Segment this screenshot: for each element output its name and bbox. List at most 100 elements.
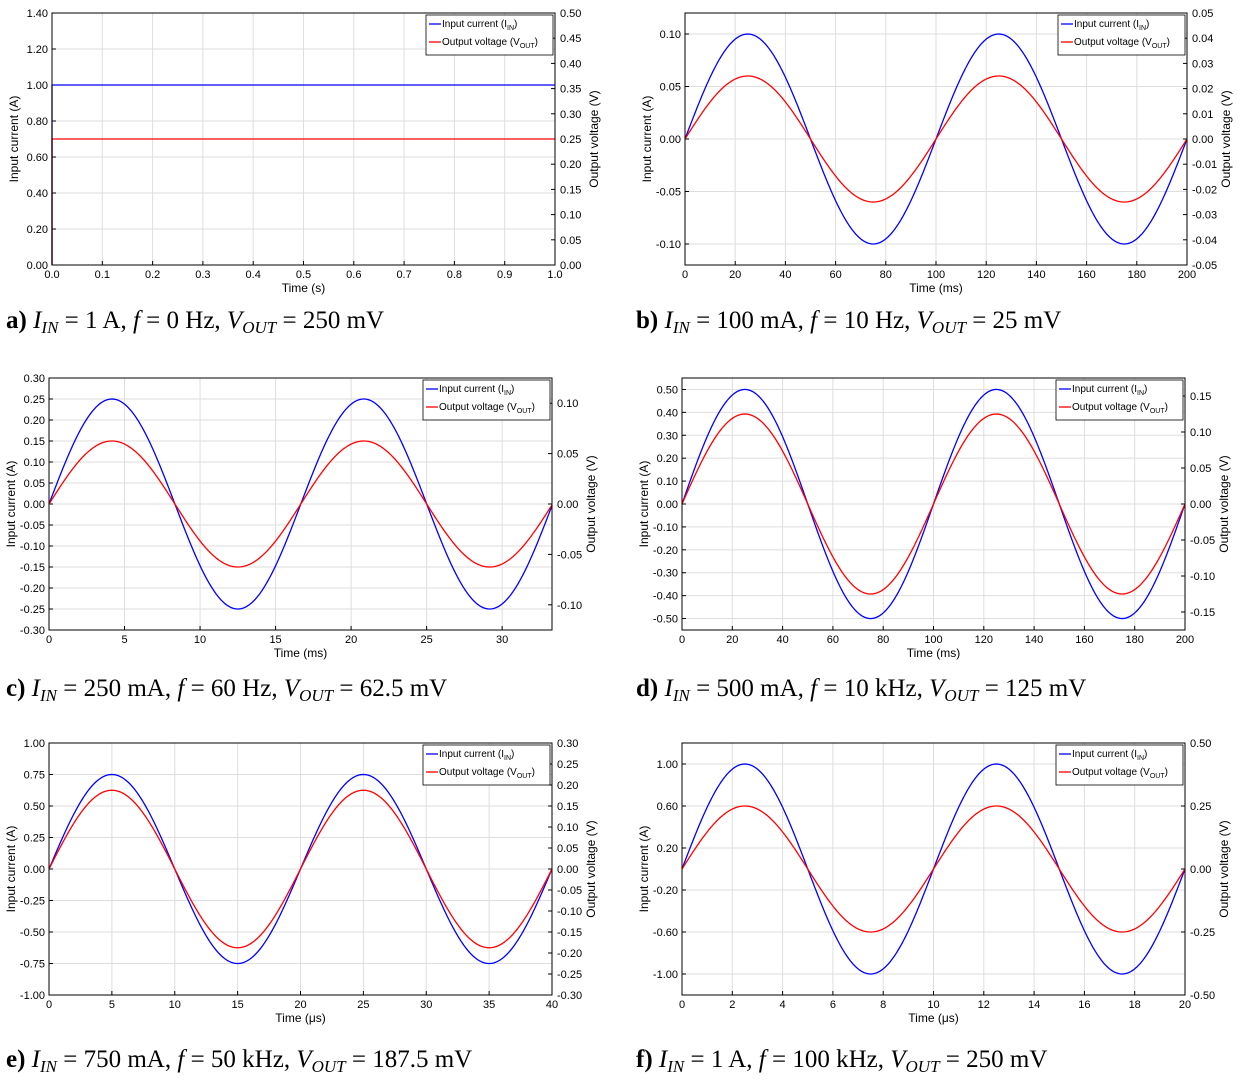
y2-tick-label: 0.05: [557, 843, 578, 855]
legend-input-current-label: Input current (IIN): [1072, 384, 1147, 397]
legend-box: [1055, 744, 1184, 786]
y2-tick-label: 0.50: [560, 8, 581, 20]
caption-current: 100 mA: [716, 307, 798, 334]
x-axis-label: Time (μs): [275, 1011, 325, 1025]
y2-tick-label: 0.25: [560, 134, 581, 146]
x-tick-label: 0.6: [346, 269, 361, 281]
y2-tick-label: 0.05: [1190, 463, 1211, 475]
y-tick-label: -0.50: [20, 927, 45, 939]
y-tick-label: 0.50: [24, 801, 45, 813]
caption-vout: 187.5 mV: [372, 1046, 473, 1073]
y-tick-label: 0.20: [27, 224, 48, 236]
y2-tick-label: 0.15: [557, 801, 578, 813]
x-tick-label: 0: [679, 634, 685, 646]
caption-vout: 250 mV: [302, 307, 385, 334]
y-tick-label: -0.25: [20, 604, 45, 616]
x-axis-label: Time (ms): [274, 646, 328, 660]
y2-tick-label: 0.20: [560, 159, 581, 171]
y-tick-label: -0.30: [20, 625, 45, 637]
x-tick-label: 0: [46, 999, 52, 1011]
y2-tick-label: 0.00: [560, 260, 581, 272]
y2-tick-label: -0.15: [1190, 607, 1215, 619]
caption-label: d): [636, 675, 659, 702]
x-tick-label: 0.7: [396, 269, 411, 281]
x-tick-label: 20: [729, 269, 741, 281]
y-tick-label: 0.50: [657, 384, 678, 396]
x-tick-label: 40: [779, 269, 791, 281]
y-tick-label: 1.00: [657, 759, 678, 771]
caption-vout: 250 mV: [966, 1046, 1048, 1073]
x-tick-label: 10: [194, 634, 206, 646]
y2-tick-label: 0.30: [560, 109, 581, 121]
legend-output-voltage-label: Output voltage (VOUT): [1072, 767, 1168, 780]
y-tick-label: 0.10: [24, 457, 45, 469]
legend-output-voltage-label: Output voltage (VOUT): [1074, 37, 1170, 50]
x-tick-label: 16: [1078, 999, 1090, 1011]
chart-panel-d: 0 20 40 60 80 100 120 140 160 180 200 -0.50 -0.40 -0.…: [637, 377, 1231, 660]
caption-label: a): [6, 307, 27, 334]
y-tick-label: 0.40: [657, 407, 678, 419]
y-tick-label: -0.20: [653, 545, 678, 557]
plot-frame: [48, 742, 553, 996]
plot-frame: [48, 377, 553, 631]
legend-output-voltage-label: Output voltage (VOUT): [442, 37, 538, 50]
y2-tick-label: -0.10: [557, 906, 582, 918]
caption-label: f): [636, 1046, 653, 1073]
legend-output-voltage-label: Output voltage (VOUT): [439, 402, 535, 415]
y2-tick-label: 0.25: [1190, 801, 1211, 813]
y-tick-label: 0.30: [24, 373, 45, 385]
caption-current: 750 mA: [83, 1046, 165, 1073]
y-axis-label: Input current (A): [7, 96, 21, 183]
y-tick-label: -0.60: [653, 927, 678, 939]
x-tick-label: 8: [880, 999, 886, 1011]
x-tick-label: 0.5: [296, 269, 311, 281]
x-tick-label: 20: [1179, 999, 1191, 1011]
y-tick-label: -1.00: [20, 990, 45, 1002]
x-tick-label: 80: [880, 269, 892, 281]
x-tick-label: 180: [1128, 269, 1146, 281]
chart-panel-a: 0.0 0.1 0.2 0.3 0.4 0.5 0.6 0.7 0.8 0.9 1.00.000.2…: [7, 8, 601, 295]
x-tick-label: 0.9: [497, 269, 512, 281]
y2-tick-label: -0.15: [557, 927, 582, 939]
y-axis-label: Input current (A): [637, 826, 651, 913]
caption-a: a) IIN = 1 A, f = 0 Hz, VOUT = 250 mV: [6, 307, 385, 337]
y-tick-label: -0.25: [20, 896, 45, 908]
x-tick-label: 200: [1178, 269, 1196, 281]
caption-c: c) IIN = 250 mA, f = 60 Hz, VOUT = 62.5 …: [6, 675, 448, 705]
x-tick-label: 30: [420, 999, 432, 1011]
x-tick-label: 0.4: [246, 269, 261, 281]
y-tick-label: 0.20: [657, 843, 678, 855]
y-axis-label: Input current (A): [4, 461, 18, 548]
caption-b: b) IIN = 100 mA, f = 10 Hz, VOUT = 25 mV: [636, 307, 1062, 337]
caption-current: 1 A: [710, 1046, 747, 1073]
y-tick-label: 0.10: [660, 29, 681, 41]
y-tick-label: 0.05: [24, 478, 45, 490]
y2-tick-label: 0.15: [1190, 391, 1211, 403]
y2-tick-label: -0.02: [1192, 184, 1217, 196]
x-tick-label: 0.1: [95, 269, 110, 281]
caption-label: c): [6, 675, 26, 702]
legend-output-voltage-label: Output voltage (VOUT): [1072, 402, 1168, 415]
y-tick-label: 0.20: [24, 415, 45, 427]
caption-d: d) IIN = 500 mA, f = 10 kHz, VOUT = 125 …: [636, 675, 1087, 705]
output-voltage-line: [48, 440, 553, 568]
y-tick-label: 0.60: [27, 152, 48, 164]
y-axis-label: Input current (A): [637, 461, 651, 548]
y-tick-label: 1.00: [24, 738, 45, 750]
caption-vout: 125 mV: [1005, 675, 1087, 702]
y2-tick-label: 0.01: [1192, 109, 1213, 121]
x-tick-label: 100: [927, 269, 945, 281]
y2-tick-label: -0.50: [1190, 990, 1215, 1002]
y2-axis-label: Output voltage (V): [1217, 820, 1231, 917]
y-tick-label: 0.00: [657, 499, 678, 511]
x-tick-label: 140: [1027, 269, 1045, 281]
y-tick-label: 1.00: [27, 80, 48, 92]
y2-tick-label: 0.00: [557, 864, 578, 876]
x-tick-label: 180: [1126, 634, 1144, 646]
chart-panel-f: 0 2 4 6 8 10 12 14 16 18 20 -1.00 -0.60 -0.20 0.20 0.60…: [637, 738, 1231, 1025]
y2-axis-label: Output voltage (V): [584, 820, 598, 917]
y-tick-label: -0.05: [656, 187, 681, 199]
y2-tick-label: -0.05: [557, 549, 582, 561]
x-tick-label: 15: [269, 634, 281, 646]
x-tick-label: 5: [121, 634, 127, 646]
